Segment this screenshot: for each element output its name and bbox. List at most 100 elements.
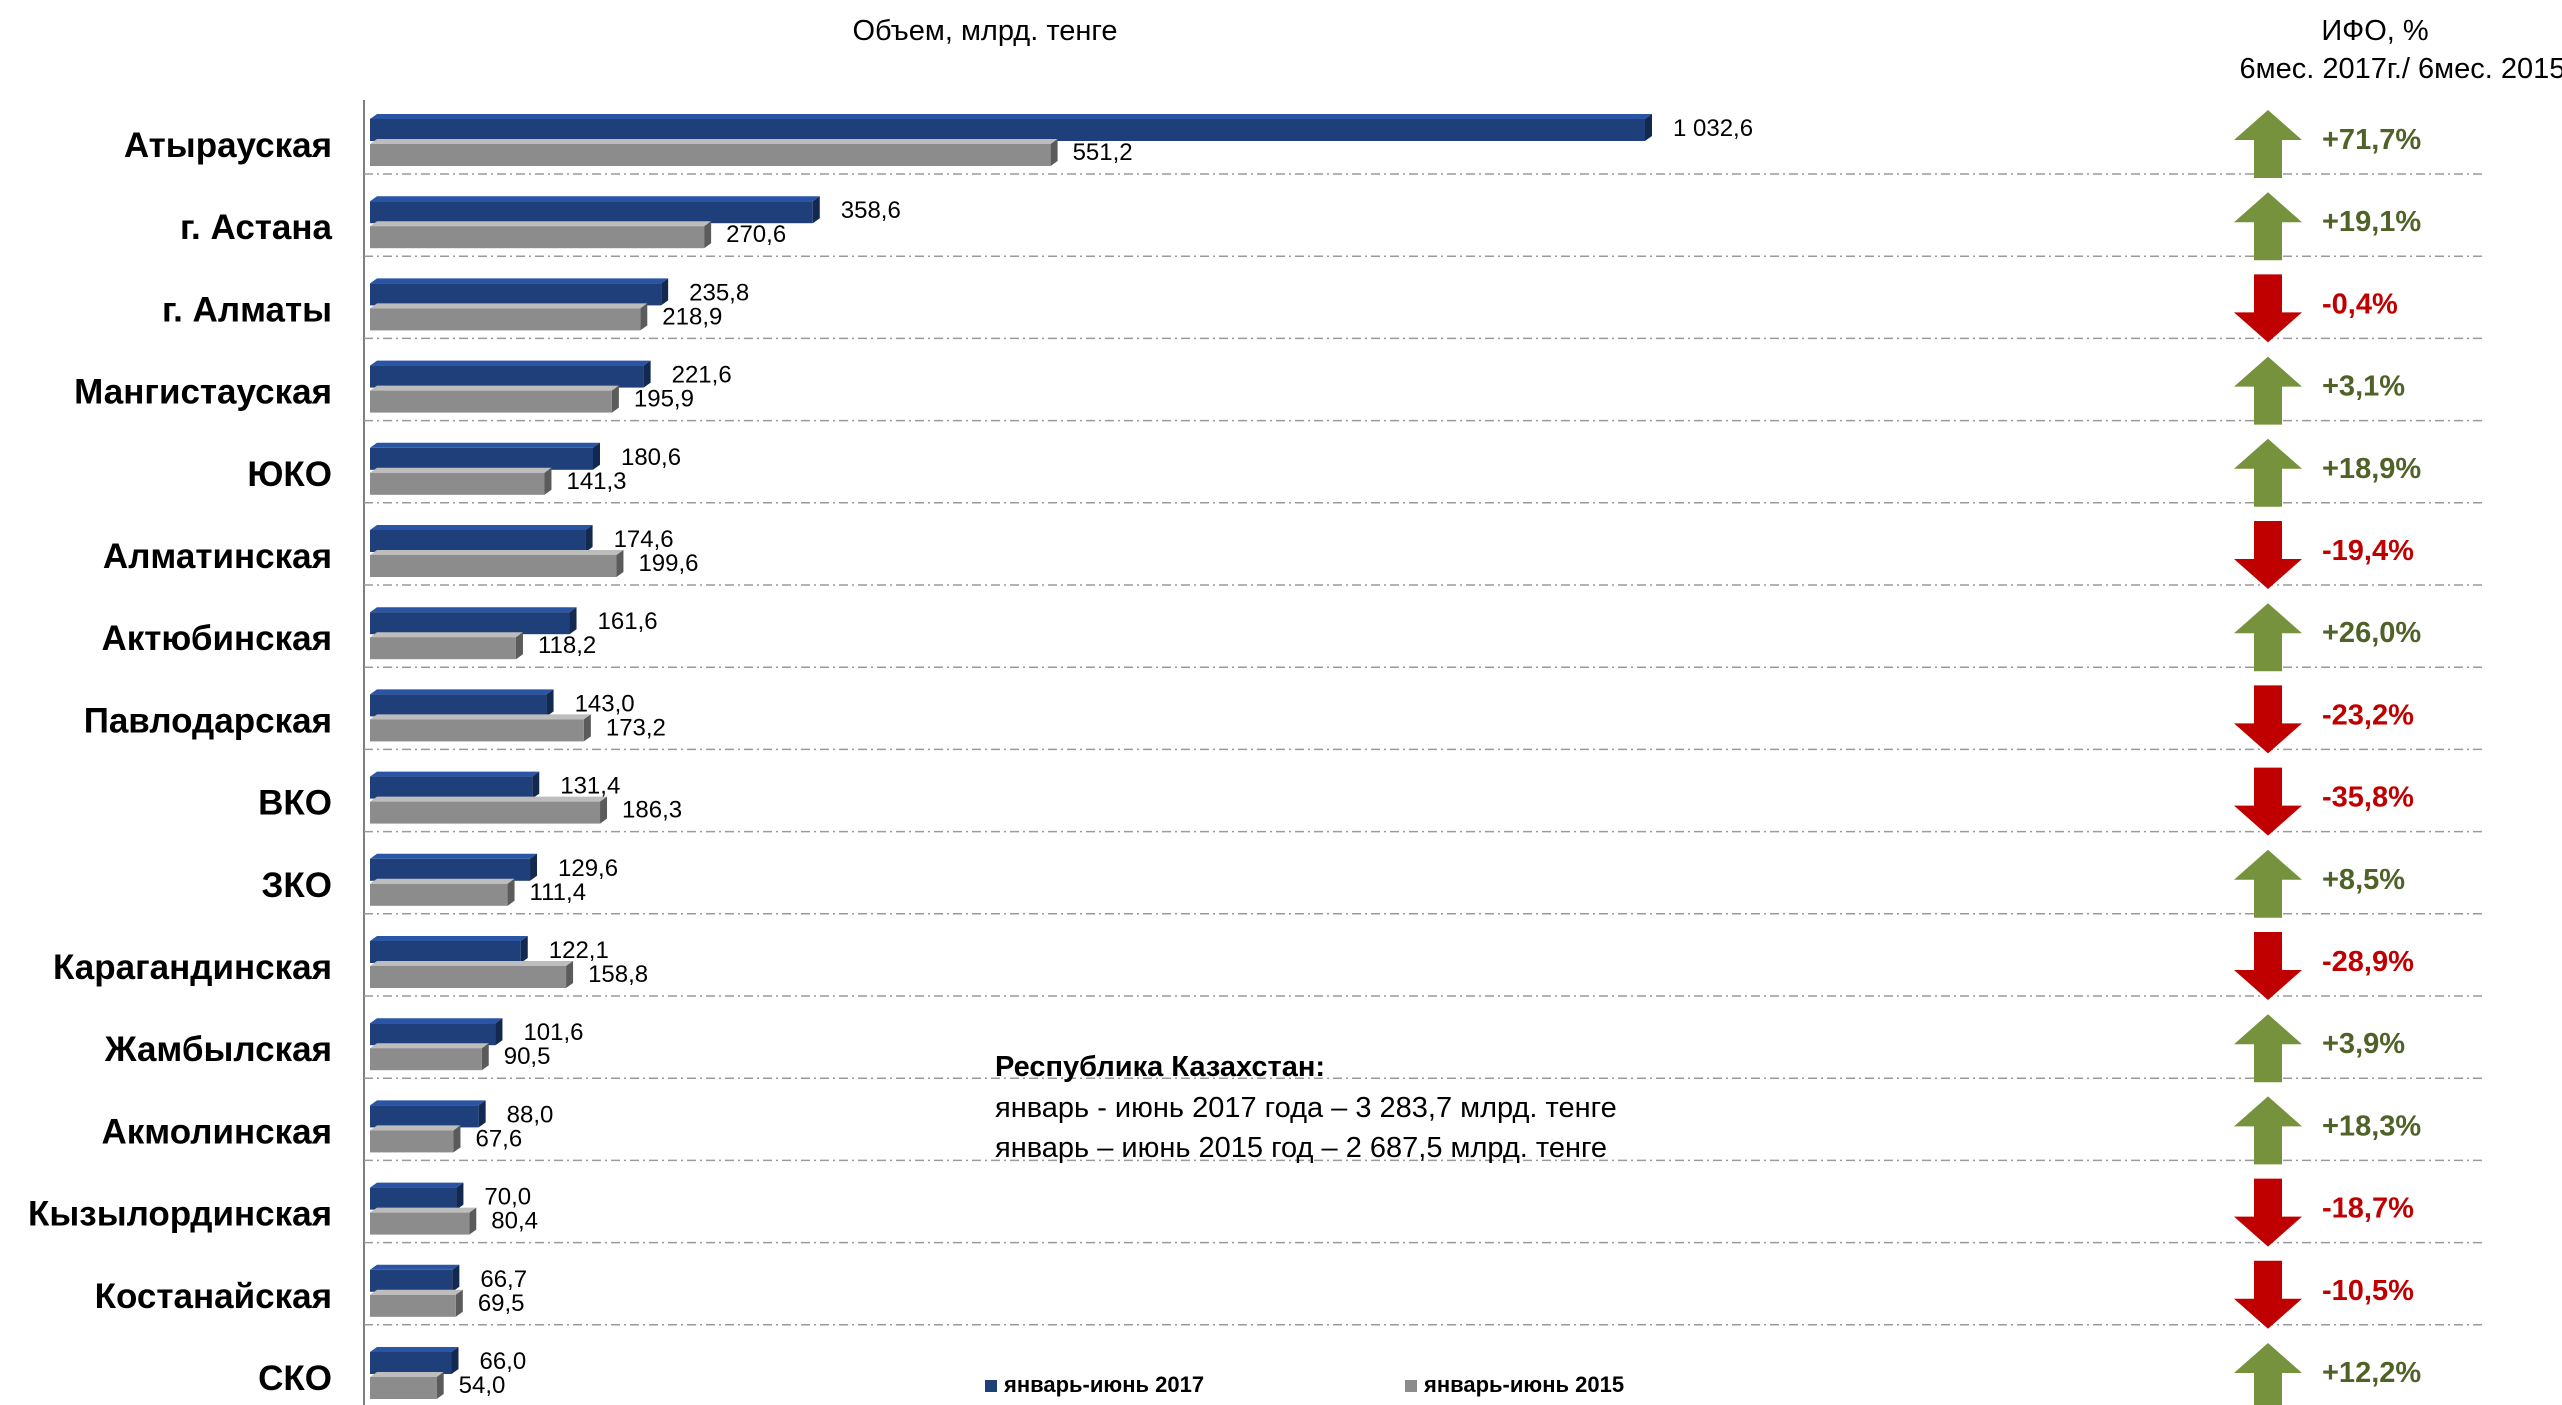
value-label-2017: 70,0 — [484, 1184, 531, 1211]
value-label-2017: 66,7 — [480, 1266, 527, 1293]
arrow-up-icon — [2234, 356, 2302, 425]
bar-top-face — [370, 771, 540, 777]
bar-top-face — [370, 221, 712, 227]
arrow-down-icon — [2234, 685, 2302, 754]
bar-side-face — [546, 689, 554, 717]
bar-side-face — [495, 1018, 503, 1046]
bar-top-face — [370, 1347, 459, 1352]
bar-top-face — [370, 796, 608, 802]
bar-side-face — [455, 1289, 463, 1317]
arrow-down-icon — [2234, 274, 2302, 343]
bar-top-face — [370, 1043, 489, 1049]
bar-top-face — [370, 1125, 461, 1131]
category-label: Акмолинская — [102, 1112, 333, 1151]
bar-side-face — [478, 1100, 486, 1128]
value-label-2015: 270,6 — [726, 221, 786, 248]
legend-swatch-2015 — [1405, 1380, 1417, 1392]
bar-side-face — [583, 714, 591, 742]
category-label: Актюбинская — [101, 619, 332, 658]
bar-2017 — [370, 365, 644, 388]
value-label-2017: 131,4 — [560, 773, 620, 800]
bar-top-face — [370, 385, 619, 391]
arrow-down-icon — [2234, 932, 2302, 1000]
change-label: +3,9% — [2322, 1028, 2405, 1060]
chart-title: Объем, млрд. тенге — [852, 15, 1117, 47]
arrow-up-icon — [2234, 1096, 2302, 1165]
legend-label-2017: январь-июнь 2017 — [1003, 1372, 1204, 1397]
bar-top-face — [370, 442, 600, 448]
bar-side-face — [452, 1264, 460, 1292]
change-label: +3,1% — [2322, 371, 2405, 403]
bar-side-face — [1050, 139, 1058, 166]
bar-2015 — [370, 883, 508, 906]
value-label-2017: 66,0 — [479, 1348, 526, 1375]
change-label: +26,0% — [2322, 617, 2421, 649]
bar-2015 — [370, 144, 1051, 166]
bar-top-face — [370, 1372, 444, 1377]
value-label-2015: 199,6 — [638, 550, 698, 577]
value-label-2015: 158,8 — [588, 961, 648, 988]
value-label-2017: 101,6 — [523, 1019, 583, 1046]
legend-swatch-2017 — [985, 1380, 997, 1392]
bar-top-face — [370, 1182, 464, 1188]
bar-top-face — [370, 1264, 460, 1270]
bar-top-face — [370, 632, 523, 638]
bar-top-face — [370, 114, 1652, 119]
bar-side-face — [611, 385, 619, 413]
value-label-2015: 195,9 — [634, 386, 694, 413]
bar-2017 — [370, 447, 593, 470]
bar-side-face — [507, 878, 515, 906]
arrow-up-icon — [2234, 1014, 2302, 1083]
value-label-2017: 129,6 — [558, 855, 618, 882]
value-label-2015: 218,9 — [662, 303, 722, 330]
bar-top-face — [370, 278, 669, 284]
bar-top-face — [370, 550, 624, 555]
bar-top-face — [370, 1207, 477, 1213]
bar-2015 — [370, 801, 601, 824]
value-label-2015: 551,2 — [1073, 139, 1133, 166]
arrow-up-icon — [2234, 849, 2302, 918]
bar-2017 — [370, 201, 813, 224]
change-label: +71,7% — [2322, 124, 2421, 156]
value-label-2015: 80,4 — [491, 1208, 538, 1235]
bar-top-face — [370, 878, 515, 884]
bar-2017 — [370, 612, 570, 635]
annotation-line-2015: январь – июнь 2015 год – 2 687,5 млрд. т… — [995, 1132, 1607, 1164]
change-label: +8,5% — [2322, 864, 2405, 896]
bar-side-face — [530, 853, 538, 881]
category-label: Атырауская — [124, 126, 332, 165]
bar-2015 — [370, 1048, 482, 1071]
value-label-2015: 118,2 — [538, 632, 596, 659]
arrow-up-icon — [2234, 110, 2302, 178]
value-label-2015: 54,0 — [459, 1372, 506, 1399]
bar-top-face — [370, 714, 591, 720]
bar-top-face — [370, 961, 574, 966]
bar-2015 — [370, 1130, 454, 1153]
bar-2015 — [370, 555, 617, 577]
category-label: г. Астана — [180, 208, 333, 247]
change-label: -0,4% — [2322, 288, 2398, 320]
value-label-2015: 90,5 — [504, 1043, 551, 1070]
bar-2015 — [370, 719, 584, 742]
bar-side-face — [812, 196, 820, 224]
bar-top-face — [370, 936, 528, 941]
category-label: Костанайская — [95, 1277, 332, 1316]
category-label: ЮКО — [247, 455, 332, 494]
category-label: ВКО — [258, 784, 332, 823]
bar-2015 — [370, 1294, 456, 1317]
bar-top-face — [370, 525, 593, 530]
category-label: г. Алматы — [162, 290, 332, 329]
arrow-up-icon — [2234, 1343, 2302, 1405]
category-label: Алматинская — [103, 537, 332, 576]
change-header-line-1: ИФО, % — [2321, 15, 2428, 47]
bar-top-face — [370, 139, 1058, 144]
category-label: Карагандинская — [53, 948, 332, 987]
change-label: -10,5% — [2322, 1275, 2414, 1307]
category-label: Павлодарская — [84, 701, 332, 740]
bar-2017 — [370, 1187, 457, 1210]
change-label: -18,7% — [2322, 1193, 2414, 1225]
bar-2017 — [370, 694, 547, 717]
bar-2015 — [370, 966, 567, 988]
arrow-down-icon — [2234, 767, 2302, 836]
